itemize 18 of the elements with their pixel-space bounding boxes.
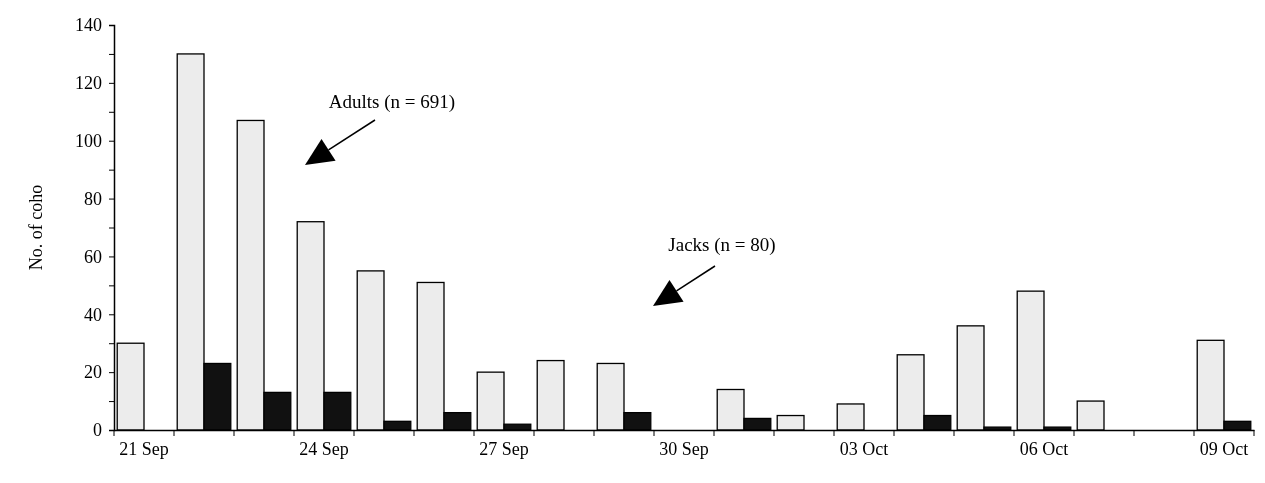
y-tick-label: 60 (84, 246, 102, 267)
y-tick-label: 80 (84, 188, 102, 209)
x-tick-label: 30 Sep (659, 439, 709, 459)
y-tick-label: 140 (75, 15, 102, 36)
annotation: Jacks (n = 80) (668, 234, 776, 256)
y-tick-label: 120 (75, 73, 102, 94)
x-tick-label: 09 Oct (1199, 439, 1249, 459)
x-tick-label: 27 Sep (479, 439, 529, 459)
annotation: Adults (n = 691) (328, 91, 456, 113)
y-axis-title: No. of coho (26, 184, 46, 271)
y-tick-label: 100 (75, 130, 102, 151)
y-tick-label: 40 (84, 304, 102, 325)
x-tick-label: 21 Sep (119, 439, 169, 459)
x-tick-label: 24 Sep (299, 439, 349, 459)
y-tick-label: 20 (84, 362, 102, 383)
x-tick-label: 06 Oct (1019, 439, 1069, 459)
y-tick-label: 0 (93, 420, 102, 441)
x-tick-label: 03 Oct (839, 439, 889, 459)
